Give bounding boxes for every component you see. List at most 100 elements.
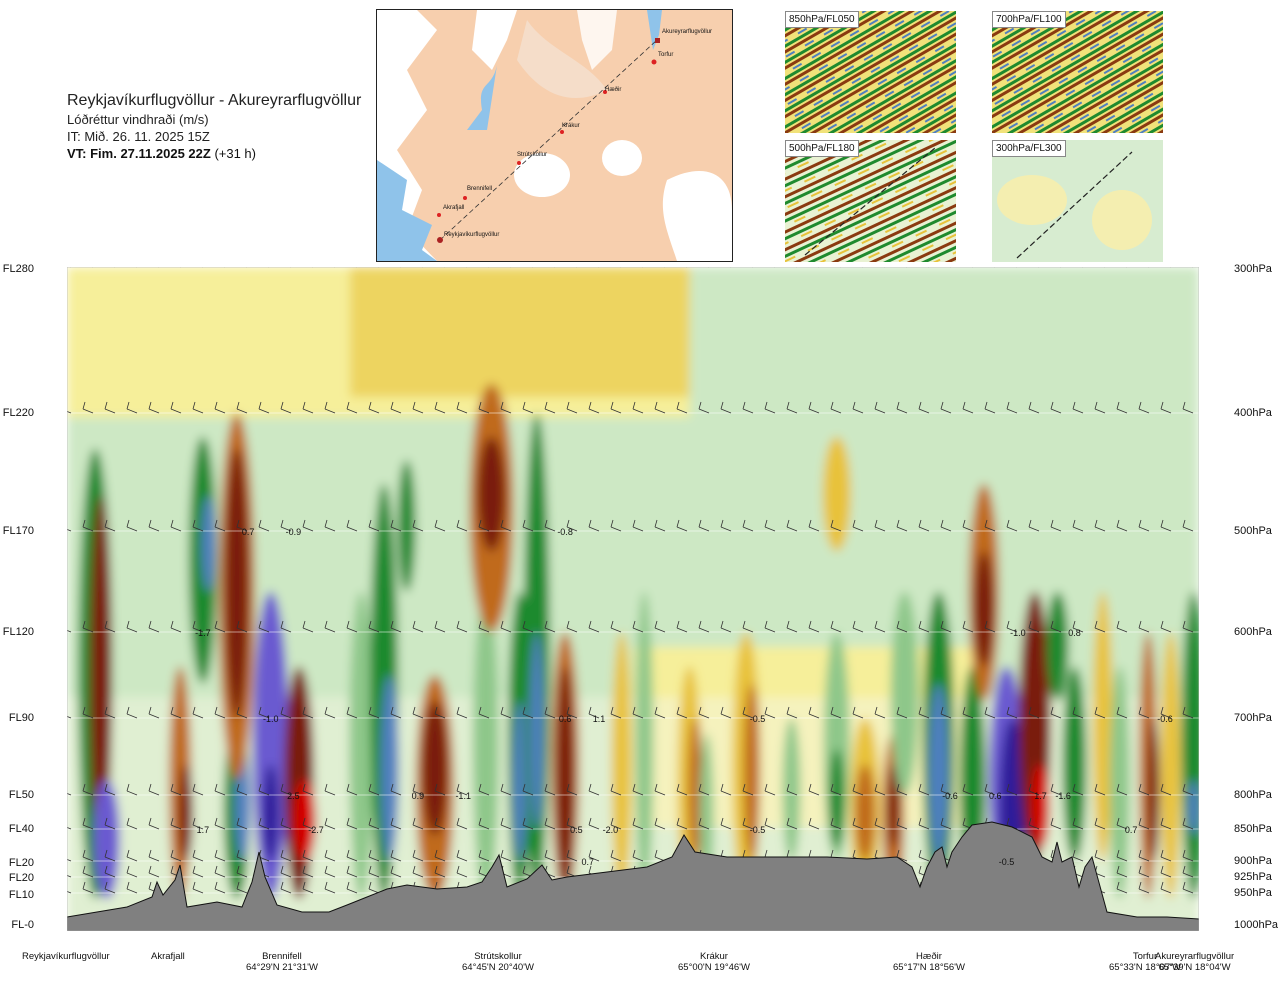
wind-barb	[324, 865, 336, 878]
wind-barb-staff	[478, 408, 490, 414]
wind-barb-feather	[126, 817, 130, 826]
wind-barb-feather	[544, 817, 548, 826]
wind-barb-feather	[720, 783, 724, 792]
wind-barb-feather	[1116, 620, 1120, 629]
wind-barb-staff	[1160, 790, 1172, 796]
wind-barb-feather	[346, 620, 350, 629]
wind-barb-staff	[390, 713, 402, 719]
wind-barb-feather	[874, 783, 878, 792]
wind-barb	[720, 401, 732, 414]
wind-barb-staff	[456, 790, 468, 796]
wind-barb-feather	[170, 849, 174, 858]
wind-barb-staff	[126, 790, 138, 796]
wind-barb-feather	[500, 817, 504, 826]
wind-barb-feather	[82, 865, 86, 874]
wind-barb-staff	[720, 408, 732, 414]
wind-barb-feather	[126, 401, 130, 410]
wind-barb-feather	[434, 401, 438, 410]
wind-barb-feather	[1138, 706, 1142, 715]
wind-barb	[874, 783, 886, 796]
wind-barb-staff	[544, 408, 556, 414]
wind-barb-staff	[1028, 790, 1040, 796]
thumbnail-300hpa[interactable]: 300hPa/FL300	[992, 140, 1163, 262]
thumbnail-850hpa-image	[785, 11, 956, 133]
wind-barb-staff	[742, 526, 754, 532]
wind-barb-feather	[500, 783, 504, 792]
wind-barb-staff	[522, 856, 534, 862]
wind-barb-feather	[1182, 783, 1186, 792]
wind-cell	[252, 591, 289, 899]
thumbnail-850hpa-label: 850hPa/FL050	[785, 11, 859, 28]
wind-barb-staff	[1138, 872, 1150, 878]
thumbnail-700hpa[interactable]: 700hPa/FL100	[992, 11, 1163, 133]
wind-barb	[346, 881, 358, 894]
wind-cell	[688, 718, 703, 861]
wind-barb	[1138, 881, 1150, 894]
wind-barb-feather	[302, 706, 306, 715]
wind-barb	[874, 620, 886, 633]
wind-barb	[698, 519, 710, 532]
wind-barb	[500, 706, 512, 719]
thumbnail-500hpa[interactable]: 500hPa/FL180	[785, 140, 956, 262]
wind-barb-feather	[170, 519, 174, 528]
wind-barb-feather	[148, 706, 152, 715]
wind-barb-staff	[588, 713, 600, 719]
wind-barb	[170, 849, 182, 862]
wind-barb	[478, 849, 490, 862]
wind-barb-feather	[192, 620, 196, 629]
wind-barb-staff	[544, 713, 556, 719]
wind-barb	[1072, 401, 1084, 414]
wind-barb-feather	[698, 783, 702, 792]
wind-barb-feather	[104, 401, 108, 410]
wind-barb-staff	[500, 713, 512, 719]
wind-barb	[544, 817, 556, 830]
value-annotation: 0.9	[412, 791, 425, 801]
wind-barb-feather	[940, 706, 944, 715]
vertical-wind-field	[67, 267, 1199, 931]
wind-barb-feather	[368, 620, 372, 629]
wind-barb-feather	[148, 817, 152, 826]
wind-cell	[178, 764, 193, 861]
fl-label: FL20	[8, 872, 34, 884]
wind-barb-staff	[676, 526, 688, 532]
wind-barb-feather	[742, 620, 746, 629]
map-label-krakur: Krákur	[562, 123, 580, 129]
wind-barb	[522, 706, 534, 719]
wind-barb-feather	[192, 401, 196, 410]
wind-barb-feather	[104, 519, 108, 528]
wind-barb-staff	[170, 713, 182, 719]
wind-barb-staff	[1072, 408, 1084, 414]
wind-barb-staff	[962, 526, 974, 532]
wind-barb-staff	[192, 872, 204, 878]
wind-barb-staff	[456, 627, 468, 633]
wind-barb-feather	[764, 519, 768, 528]
wind-barb-feather	[720, 817, 724, 826]
wind-barb-feather	[478, 849, 482, 858]
wind-barb	[456, 817, 468, 830]
wind-barb	[126, 620, 138, 633]
wind-barb-feather	[786, 519, 790, 528]
wind-barb-feather	[1028, 401, 1032, 410]
wind-barb-feather	[148, 620, 152, 629]
wind-barb-feather	[896, 783, 900, 792]
wind-barb-staff	[1160, 408, 1172, 414]
wind-barb	[456, 401, 468, 414]
thumbnail-300hpa-label: 300hPa/FL300	[992, 140, 1066, 157]
wind-barb-feather	[1138, 817, 1142, 826]
wind-barb	[148, 865, 160, 878]
wind-barb	[742, 783, 754, 796]
wind-barb	[1116, 401, 1128, 414]
wind-barb-staff	[1072, 713, 1084, 719]
wind-barb-feather	[984, 620, 988, 629]
wind-barb-feather	[940, 519, 944, 528]
wind-barb-staff	[126, 526, 138, 532]
wind-barb-feather	[632, 849, 636, 858]
wind-barb-feather	[412, 849, 416, 858]
wind-barb-staff	[588, 408, 600, 414]
thumbnail-850hpa[interactable]: 850hPa/FL050	[785, 11, 956, 133]
wind-barb-staff	[852, 408, 864, 414]
wind-barb-feather	[148, 849, 152, 858]
wind-barb	[676, 706, 688, 719]
wind-barb-staff	[698, 526, 710, 532]
wind-barb	[522, 401, 534, 414]
